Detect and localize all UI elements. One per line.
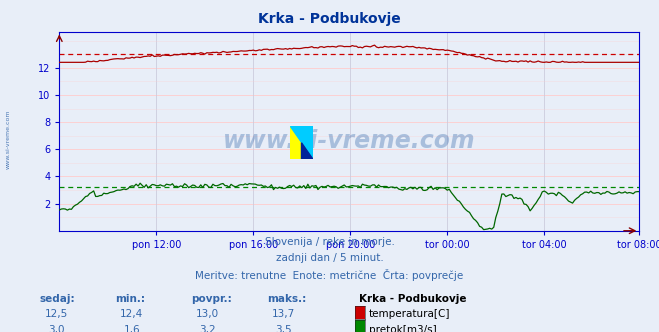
Text: povpr.:: povpr.: [191, 294, 232, 304]
Text: www.si-vreme.com: www.si-vreme.com [223, 129, 476, 153]
Text: 3,0: 3,0 [47, 325, 65, 332]
Text: 13,0: 13,0 [196, 309, 219, 319]
Text: zadnji dan / 5 minut.: zadnji dan / 5 minut. [275, 253, 384, 263]
Text: maks.:: maks.: [267, 294, 306, 304]
Text: 3,5: 3,5 [275, 325, 292, 332]
Text: temperatura[C]: temperatura[C] [369, 309, 451, 319]
Polygon shape [301, 143, 313, 159]
Text: 3,2: 3,2 [199, 325, 216, 332]
Text: Krka - Podbukovje: Krka - Podbukovje [359, 294, 467, 304]
Text: 12,4: 12,4 [120, 309, 144, 319]
Text: 13,7: 13,7 [272, 309, 295, 319]
Text: 1,6: 1,6 [123, 325, 140, 332]
Text: pretok[m3/s]: pretok[m3/s] [369, 325, 437, 332]
Text: Slovenija / reke in morje.: Slovenija / reke in morje. [264, 237, 395, 247]
Text: sedaj:: sedaj: [40, 294, 75, 304]
Polygon shape [290, 126, 313, 159]
Text: 12,5: 12,5 [44, 309, 68, 319]
Polygon shape [290, 126, 313, 159]
Text: www.si-vreme.com: www.si-vreme.com [5, 110, 11, 169]
Text: min.:: min.: [115, 294, 146, 304]
Text: Meritve: trenutne  Enote: metrične  Črta: povprečje: Meritve: trenutne Enote: metrične Črta: … [195, 269, 464, 281]
Text: Krka - Podbukovje: Krka - Podbukovje [258, 12, 401, 26]
